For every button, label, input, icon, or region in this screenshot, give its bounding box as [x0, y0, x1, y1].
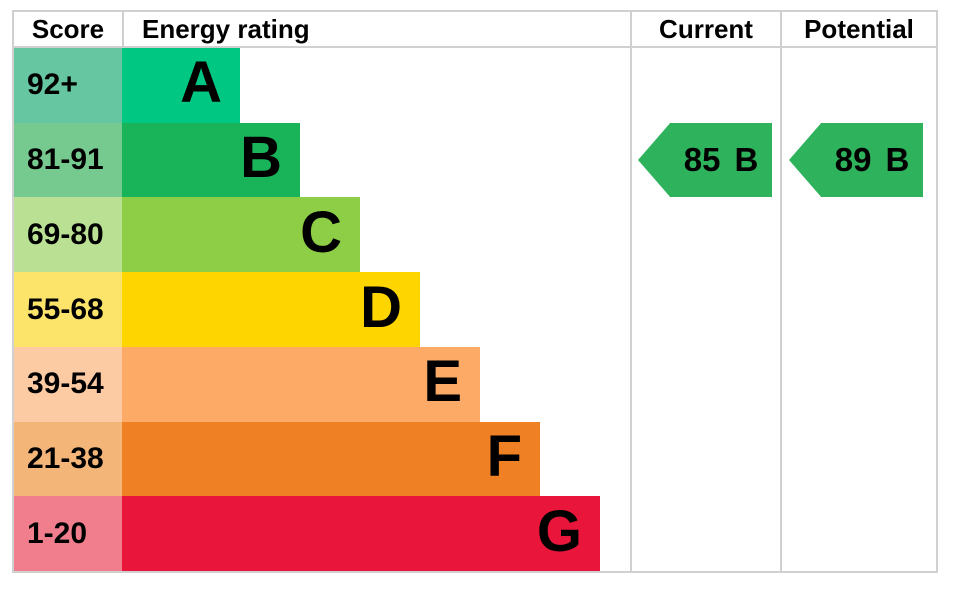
band-score-range: 55-68: [27, 292, 104, 326]
current-rating-arrow: 85 B: [638, 123, 772, 197]
band-row: 92+ A: [14, 48, 936, 123]
header-current: Current: [659, 13, 753, 44]
header-score-divider: [122, 12, 124, 46]
potential-rating-text: 89 B: [821, 123, 923, 197]
band-bar: G: [122, 496, 600, 572]
header-potential: Potential: [804, 13, 914, 44]
potential-rating-band: B: [885, 141, 910, 178]
band-letter: B: [240, 125, 282, 191]
band-score-range: 39-54: [27, 367, 104, 401]
band-score-range: 92+: [27, 68, 78, 102]
header-score: Score: [31, 13, 105, 44]
band-score-cell: 92+: [14, 48, 122, 123]
band-row: 39-54 E: [14, 346, 936, 422]
current-rating-text: 85 B: [670, 123, 772, 197]
band-score-cell: 55-68: [14, 272, 122, 347]
band-score-cell: 39-54: [14, 346, 122, 422]
band-row: 55-68 D: [14, 272, 936, 347]
band-score-range: 81-91: [27, 143, 104, 177]
chart-frame: Score Energy rating Current Potential 92…: [12, 10, 938, 573]
band-row: 81-91 B: [14, 122, 936, 198]
potential-column-divider: [780, 12, 782, 571]
header-energy-rating: Energy rating: [142, 13, 310, 44]
band-bar: F: [122, 421, 540, 497]
band-score-cell: 69-80: [14, 197, 122, 273]
current-rating-band: B: [734, 141, 759, 178]
band-letter: C: [300, 199, 342, 265]
chart-header: Score Energy rating Current Potential: [14, 12, 936, 48]
band-score-cell: 1-20: [14, 496, 122, 572]
band-score-cell: 81-91: [14, 122, 122, 198]
band-row: 69-80 C: [14, 197, 936, 273]
band-bar: E: [122, 346, 480, 422]
potential-rating-arrow: 89 B: [789, 123, 923, 197]
band-bar: D: [122, 272, 420, 347]
band-letter: E: [423, 349, 462, 415]
band-letter: G: [536, 498, 582, 564]
band-bar: B: [122, 122, 300, 198]
band-row: 21-38 F: [14, 421, 936, 497]
band-score-cell: 21-38: [14, 421, 122, 497]
band-letter: D: [360, 274, 402, 340]
band-score-range: 1-20: [27, 516, 88, 550]
potential-rating-value: 89: [834, 141, 872, 178]
band-letter: A: [180, 50, 222, 116]
band-bar: A: [122, 48, 240, 123]
band-bar: C: [122, 197, 360, 273]
band-score-range: 69-80: [27, 217, 104, 251]
current-column-divider: [630, 12, 632, 571]
band-letter: F: [486, 423, 522, 489]
band-row: 1-20 G: [14, 496, 936, 572]
band-rows: 92+ A 81-91 B 69-80 C 55-68 D 39-54: [14, 48, 936, 572]
current-rating-value: 85: [683, 141, 721, 178]
band-score-range: 21-38: [27, 441, 104, 475]
